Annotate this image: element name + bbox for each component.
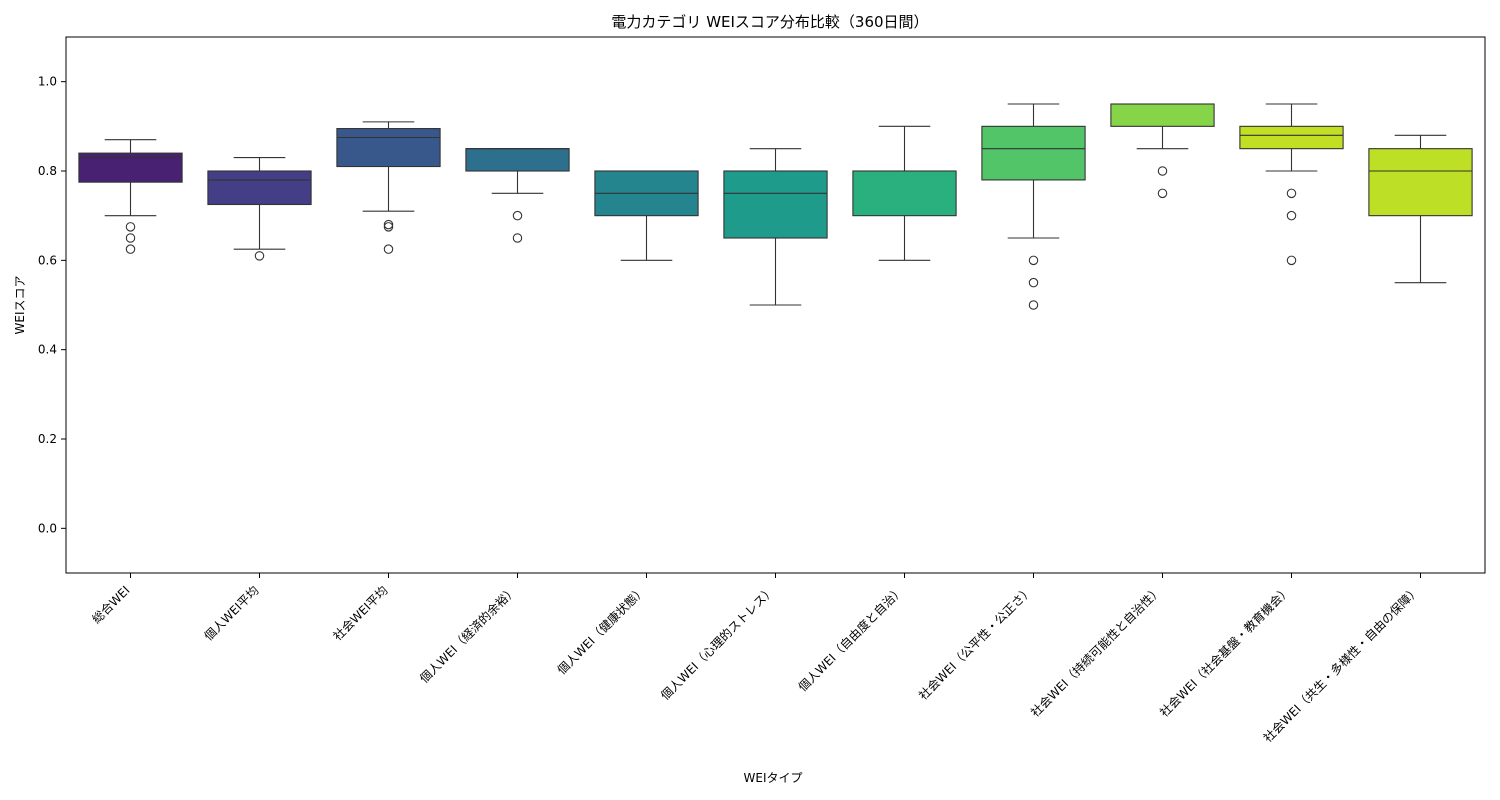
outlier-point (512, 233, 523, 243)
outlier-point (1028, 277, 1039, 288)
x-tick-label: 個人WEI（自由度と自治） (795, 583, 907, 695)
box-iqr (207, 170, 312, 206)
x-tick-label: 個人WEI（心理的ストレス） (657, 583, 777, 703)
box-iqr (336, 128, 441, 168)
outlier-point (383, 219, 394, 230)
x-axis-label: WEIタイプ (744, 771, 803, 785)
x-tick-label: 社会WEI（社会基盤・教育機会） (1156, 583, 1293, 720)
x-tick-label: 個人WEI（経済的余裕） (416, 583, 519, 686)
y-tick-label: 0.4 (38, 343, 57, 357)
y-tick-label: 0.0 (38, 521, 57, 535)
outlier-point (254, 251, 265, 261)
chart-title: 電力カテゴリ WEIスコア分布比較（360日間） (611, 13, 928, 31)
outlier-point (1286, 188, 1297, 199)
plot-frame (65, 36, 1486, 574)
x-tick-label: 社会WEI平均 (330, 583, 391, 644)
box-iqr (1110, 103, 1215, 127)
x-tick-label: 個人WEI（健康状態） (554, 583, 649, 678)
outlier-point (125, 244, 136, 254)
y-axis-label: WEIスコア (13, 276, 27, 335)
box-iqr (981, 125, 1086, 181)
outlier-point (125, 222, 136, 232)
box-iqr (1239, 125, 1344, 150)
y-tick-label: 0.2 (38, 432, 57, 446)
y-tick-label: 1.0 (38, 75, 57, 89)
outlier-point (125, 233, 136, 243)
box-iqr (723, 170, 828, 239)
y-tick-label: 0.6 (38, 253, 57, 267)
x-tick-label: 社会WEI（持続可能性と自治性） (1027, 583, 1164, 720)
outlier-point (383, 222, 394, 232)
outlier-point (383, 244, 394, 254)
x-tick-label: 社会WEI（共生・多様性・自由の保障） (1260, 583, 1423, 746)
outlier-point (1286, 210, 1297, 221)
x-tick-label: 個人WEI平均 (202, 583, 262, 643)
x-tick-label: 社会WEI（公平性・公正さ） (915, 583, 1035, 703)
outlier-point (1028, 300, 1039, 310)
x-tick-label: 総合WEI (89, 583, 133, 627)
box-iqr (465, 148, 570, 172)
outlier-point (1157, 166, 1168, 176)
y-tick-label: 0.8 (38, 164, 57, 178)
outlier-point (512, 210, 523, 221)
outlier-point (1157, 188, 1168, 199)
outlier-point (1028, 255, 1039, 266)
outlier-point (1286, 255, 1297, 266)
box-iqr (852, 170, 957, 217)
box-iqr (1368, 148, 1473, 217)
